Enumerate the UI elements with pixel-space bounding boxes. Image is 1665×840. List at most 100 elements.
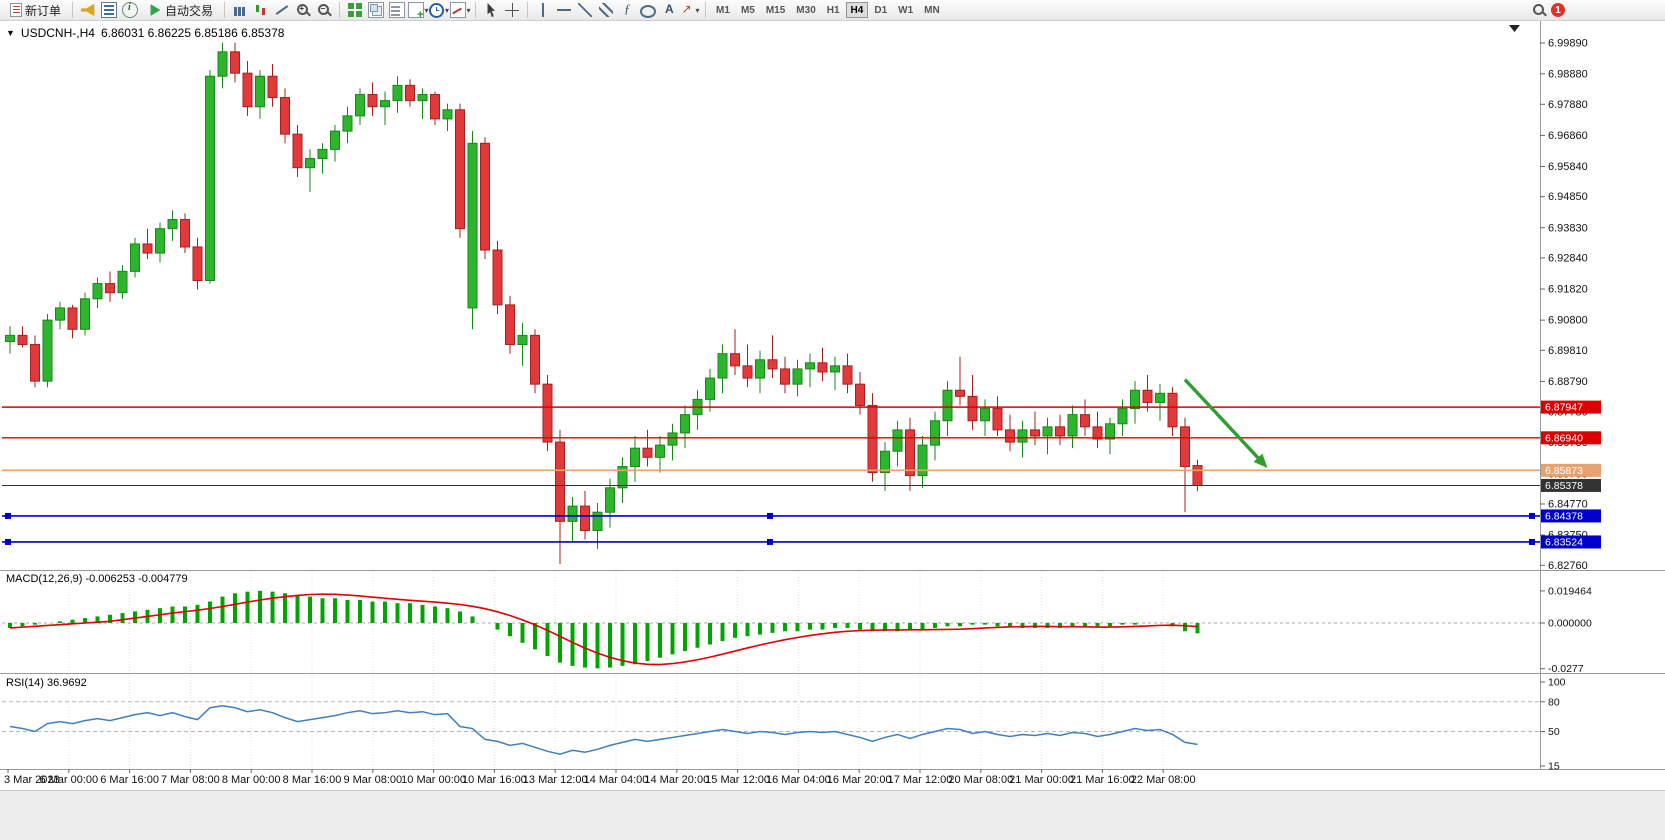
- line-chart-icon[interactable]: [272, 0, 292, 20]
- fibonacci-icon[interactable]: [617, 0, 637, 20]
- x-axis-label: 7 Mar 08:00: [161, 774, 220, 786]
- timeframe-d1[interactable]: D1: [869, 2, 892, 18]
- megaphone-icon[interactable]: [78, 0, 98, 20]
- new-order-button[interactable]: 新订单: [4, 1, 67, 19]
- timeframe-m1[interactable]: M1: [711, 2, 735, 18]
- market-watch-glyph: [101, 2, 118, 18]
- text-glyph: [662, 2, 676, 17]
- candle: [342, 115, 353, 132]
- crosshair-icon[interactable]: [502, 0, 522, 20]
- line-handle[interactable]: [767, 538, 773, 545]
- arrows-dropdown-arrow[interactable]: ▾: [695, 5, 700, 15]
- line-handle[interactable]: [1529, 512, 1535, 519]
- zoom-in-icon[interactable]: +: [293, 0, 313, 20]
- x-axis-label: 10 Mar 16:00: [462, 774, 527, 786]
- timeframe-m30[interactable]: M30: [791, 2, 820, 18]
- candle: [517, 334, 528, 346]
- toolbar-group-pointer: [481, 0, 522, 20]
- candle: [792, 368, 803, 385]
- equidistant-channel-glyph: [599, 3, 614, 17]
- candle: [1055, 426, 1065, 437]
- candle: [367, 94, 378, 108]
- toolbar-group-chart-type: + −: [230, 0, 334, 20]
- candle: [17, 334, 28, 346]
- trendline-icon[interactable]: [575, 0, 595, 20]
- market-watch-icon[interactable]: [99, 0, 119, 20]
- x-axis-label: 6 Mar 00:00: [39, 774, 98, 786]
- candle: [580, 505, 590, 531]
- horizontal-line-icon[interactable]: [554, 0, 574, 20]
- toolbar-separator: [705, 2, 707, 18]
- candle: [55, 307, 65, 321]
- candle: [830, 365, 840, 373]
- candlestick-chart-icon[interactable]: [251, 0, 271, 20]
- x-axis-label: 22 Mar 08:00: [1131, 774, 1196, 786]
- tile-windows-icon[interactable]: [345, 0, 365, 20]
- timeframe-h4[interactable]: H4: [845, 2, 869, 18]
- toolbar-separator: [475, 2, 477, 18]
- x-axis-label: 16 Mar 20:00: [827, 774, 892, 786]
- one-click-trading-toggle[interactable]: ▼: [6, 28, 15, 38]
- timeframe-m5[interactable]: M5: [736, 2, 760, 18]
- candle: [730, 353, 740, 367]
- line-handle[interactable]: [1529, 538, 1535, 545]
- candle: [817, 362, 828, 373]
- period-icon[interactable]: ▾: [429, 0, 449, 20]
- price-tag-label: 6.86940: [1545, 432, 1583, 444]
- trend-arrow-head[interactable]: [1253, 453, 1268, 468]
- candle: [605, 487, 615, 513]
- chart-shift-marker[interactable]: [1509, 25, 1520, 32]
- candle: [780, 368, 790, 385]
- y-axis-label: 6.93830: [1548, 222, 1588, 234]
- candle: [92, 283, 103, 300]
- equidistant-channel-icon[interactable]: [596, 0, 616, 20]
- line-handle[interactable]: [767, 512, 773, 519]
- candle: [155, 228, 165, 254]
- arrange-windows-icon[interactable]: [366, 0, 386, 20]
- line-handle[interactable]: [5, 538, 11, 545]
- bar-chart-icon[interactable]: [230, 0, 250, 20]
- period-dropdown-arrow[interactable]: ▾: [445, 5, 450, 15]
- candle: [530, 334, 540, 385]
- timeframe-h1[interactable]: H1: [822, 2, 845, 18]
- template-dropdown-arrow[interactable]: ▾: [466, 5, 471, 15]
- arrows-icon[interactable]: ▾: [680, 0, 700, 20]
- candle: [192, 246, 203, 281]
- candle: [1142, 389, 1153, 403]
- candle: [380, 100, 390, 108]
- candle: [617, 465, 628, 489]
- candle: [280, 97, 290, 135]
- timeframe-mn[interactable]: MN: [919, 2, 945, 18]
- auto-trading-button[interactable]: 自动交易: [142, 1, 219, 19]
- trend-arrow-line[interactable]: [1183, 378, 1262, 462]
- new-chart-dropdown-arrow[interactable]: ▾: [424, 5, 429, 15]
- candle: [930, 420, 940, 446]
- search-icon[interactable]: [1529, 0, 1549, 20]
- template-icon[interactable]: ▾: [449, 0, 471, 20]
- candle: [442, 109, 453, 120]
- candle: [805, 362, 815, 370]
- zoom-out-icon[interactable]: −: [314, 0, 334, 20]
- vertical-line-icon[interactable]: [533, 0, 553, 20]
- new-chart-icon[interactable]: ▾: [407, 0, 429, 21]
- cascade-windows-icon[interactable]: [387, 0, 407, 20]
- chart-background[interactable]: [0, 21, 1665, 790]
- shapes-icon[interactable]: [638, 0, 658, 20]
- data-window-icon[interactable]: [120, 0, 140, 20]
- timeframe-m15[interactable]: M15: [761, 2, 790, 18]
- timeframe-w1[interactable]: W1: [893, 2, 918, 18]
- candle: [242, 72, 253, 108]
- line-handle[interactable]: [5, 512, 11, 519]
- candle: [767, 359, 778, 370]
- candle: [967, 395, 978, 422]
- candle: [917, 444, 928, 477]
- new-order-icon: [10, 3, 22, 17]
- y-axis-label: 6.89810: [1548, 345, 1588, 357]
- text-icon[interactable]: [659, 0, 679, 20]
- notification-badge[interactable]: 1: [1551, 3, 1565, 17]
- x-axis-label: 6 Mar 16:00: [100, 774, 159, 786]
- candle: [642, 447, 653, 458]
- x-axis-label: 3 Mar 2023: [4, 774, 60, 786]
- cursor-icon[interactable]: [481, 0, 501, 20]
